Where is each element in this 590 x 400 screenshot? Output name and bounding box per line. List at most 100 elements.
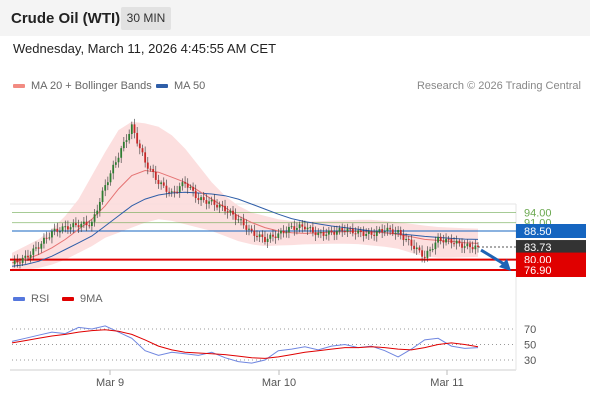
legend-9ma: 9MA (62, 293, 103, 305)
chart-header: Crude Oil (WTI) 30 MIN (0, 0, 590, 36)
candle-body (338, 228, 341, 232)
candle-body (136, 132, 139, 144)
candle-body (16, 260, 19, 263)
last-price-tag (516, 240, 586, 255)
candle-body (426, 250, 429, 258)
candle-body (197, 198, 200, 201)
candle-body (378, 229, 381, 232)
candle-body (152, 169, 155, 172)
candle-body (272, 234, 274, 237)
candle-body (274, 236, 277, 238)
candle-body (37, 247, 40, 249)
candle-body (357, 230, 360, 234)
candle-body (29, 254, 32, 258)
candle-body (117, 157, 120, 163)
candle-body (447, 238, 450, 240)
candle-body (40, 243, 43, 249)
candle-body (375, 231, 378, 236)
candle-body (461, 243, 463, 248)
candle-body (245, 225, 248, 230)
candle-body (301, 224, 304, 227)
candle-body (106, 182, 109, 186)
candle-body (298, 224, 301, 229)
candle-body (381, 229, 384, 233)
candle-body (296, 228, 298, 230)
candle-body (335, 231, 338, 235)
candle-body (469, 243, 471, 248)
candle-body (389, 227, 392, 230)
legend-ma50: MA 50 (156, 80, 205, 92)
candle-body (269, 234, 272, 239)
candle-body (45, 237, 48, 239)
candle-body (101, 190, 104, 202)
candle-body (200, 197, 202, 201)
candle-body (162, 182, 165, 186)
candle-body (130, 124, 133, 135)
candle-body (397, 230, 400, 233)
candle-body (455, 240, 458, 244)
candle-body (133, 124, 136, 133)
candle-body (477, 245, 479, 248)
candle-body (157, 179, 160, 185)
candle-body (434, 242, 437, 250)
timestamp: Wednesday, March 11, 2026 4:45:55 AM CET (13, 41, 277, 56)
rsi-series-9ma (11, 329, 479, 359)
candle-body (256, 235, 258, 238)
candle-body (168, 191, 171, 193)
candle-body (48, 237, 51, 239)
candle-body (343, 230, 346, 232)
candle-body (122, 141, 125, 149)
candle-body (181, 182, 184, 187)
ma20-label: MA 20 + Bollinger Bands (31, 80, 152, 92)
candle-body (216, 204, 218, 208)
pivot-label: 88.50 (524, 226, 552, 238)
candle-body (205, 200, 208, 204)
candle-body (277, 233, 280, 238)
candle-body (463, 246, 466, 248)
candle-body (170, 191, 173, 193)
candle-body (266, 238, 269, 242)
candle-body (53, 228, 56, 232)
rsi-tick-30: 30 (524, 355, 536, 367)
candle-body (327, 230, 330, 235)
candle-body (125, 140, 128, 142)
candle-body (160, 182, 163, 185)
candle-body (304, 226, 306, 230)
candle-body (82, 221, 85, 224)
candle-body (24, 255, 27, 258)
candle-body (210, 199, 213, 202)
candle-body (67, 226, 69, 230)
timeframe-button[interactable]: 30 MIN (121, 7, 171, 30)
candle-body (88, 225, 91, 227)
candle-body (346, 228, 349, 232)
candle-body (173, 191, 176, 193)
candle-body (418, 247, 421, 251)
candle-body (194, 190, 197, 199)
candle-body (56, 228, 59, 232)
candle-body (264, 236, 266, 242)
candle-body (146, 162, 149, 169)
candle-body (445, 238, 447, 243)
candle-body (386, 227, 389, 232)
candle-body (365, 233, 368, 236)
candle-body (154, 171, 157, 180)
candle-body (184, 182, 186, 184)
candle-body (80, 223, 83, 228)
candle-body (27, 255, 29, 258)
candle-body (471, 247, 474, 250)
candle-body (253, 230, 256, 236)
candle-body (19, 262, 21, 264)
x-tick-label: Mar 11 (430, 377, 463, 389)
candle-body (90, 221, 93, 227)
pivot-tag (516, 224, 586, 238)
candle-body (367, 231, 370, 234)
candle-body (120, 148, 123, 158)
last-price-label: 83.73 (524, 242, 552, 254)
candle-body (333, 232, 336, 235)
candle-body (226, 211, 229, 213)
research-credit: Research © 2026 Trading Central (416, 80, 581, 92)
candle-body (138, 143, 141, 149)
candle-body (309, 227, 312, 229)
candle-body (362, 232, 365, 236)
